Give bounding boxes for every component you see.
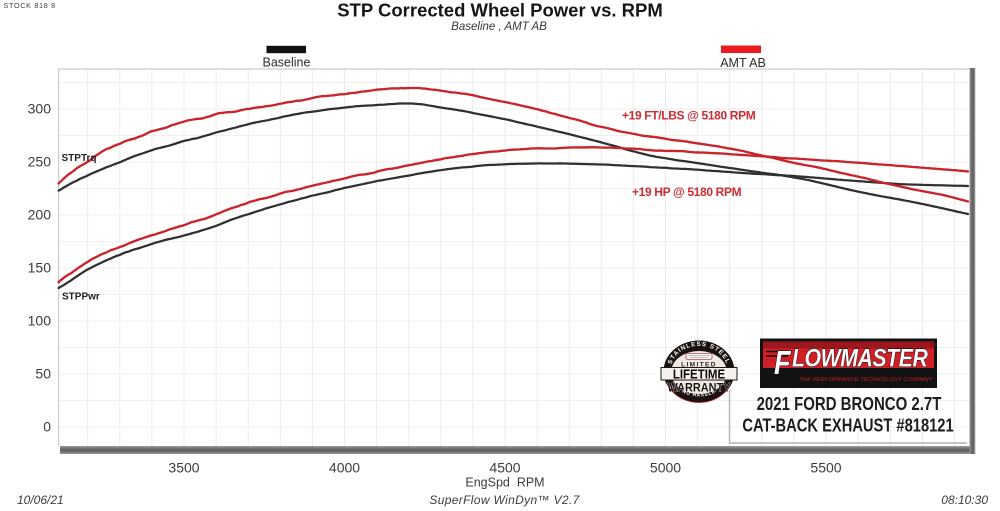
- svg-text:300: 300: [28, 101, 52, 117]
- svg-text:CAT-BACK EXHAUST #818121: CAT-BACK EXHAUST #818121: [742, 415, 953, 436]
- svg-text:STPPwr: STPPwr: [62, 292, 100, 303]
- svg-text:+19 FT/LBS @ 5180 RPM: +19 FT/LBS @ 5180 RPM: [622, 109, 756, 123]
- svg-text:08:10:30: 08:10:30: [941, 493, 988, 507]
- svg-text:LIMITED: LIMITED: [681, 362, 717, 369]
- svg-text:4500: 4500: [489, 460, 520, 476]
- svg-text:AMT AB: AMT AB: [720, 56, 766, 70]
- svg-text:200: 200: [28, 207, 52, 223]
- svg-text:STOCK 818 8: STOCK 818 8: [4, 1, 56, 10]
- svg-text:LIFETIME: LIFETIME: [673, 367, 725, 382]
- svg-text:50: 50: [35, 366, 51, 382]
- svg-text:WARRANTY: WARRANTY: [667, 382, 731, 394]
- svg-text:STP Corrected Wheel Power vs.: STP Corrected Wheel Power vs. RPM: [337, 0, 663, 21]
- svg-text:5000: 5000: [650, 460, 681, 476]
- svg-text:4000: 4000: [329, 460, 360, 476]
- svg-text:100: 100: [28, 313, 52, 329]
- svg-text:F: F: [774, 346, 792, 382]
- svg-text:0: 0: [43, 419, 51, 435]
- svg-text:Baseline: Baseline: [263, 56, 311, 70]
- svg-text:STPTrq: STPTrq: [62, 153, 97, 164]
- svg-text:SuperFlow WinDyn™ V2.7: SuperFlow WinDyn™ V2.7: [429, 493, 580, 507]
- svg-text:NO HASSLE: NO HASSLE: [681, 389, 717, 399]
- svg-text:10/06/21: 10/06/21: [17, 493, 64, 507]
- svg-text:2021 FORD BRONCO 2.7T: 2021 FORD BRONCO 2.7T: [757, 394, 942, 415]
- svg-text:Baseline , AMT AB: Baseline , AMT AB: [451, 21, 547, 33]
- svg-text:EngSpd RPM: EngSpd RPM: [465, 476, 544, 490]
- svg-text:LOWMASTER: LOWMASTER: [792, 344, 928, 372]
- svg-text:+19 HP @ 5180 RPM: +19 HP @ 5180 RPM: [632, 185, 742, 199]
- svg-text:3500: 3500: [168, 460, 199, 476]
- svg-text:250: 250: [28, 154, 52, 170]
- svg-text:TM: TM: [929, 343, 936, 349]
- svg-text:THE PERFORMANCE TECHNOLOGY COM: THE PERFORMANCE TECHNOLOGY COMPANY: [799, 377, 934, 383]
- svg-text:5500: 5500: [810, 460, 841, 476]
- svg-text:150: 150: [28, 260, 52, 276]
